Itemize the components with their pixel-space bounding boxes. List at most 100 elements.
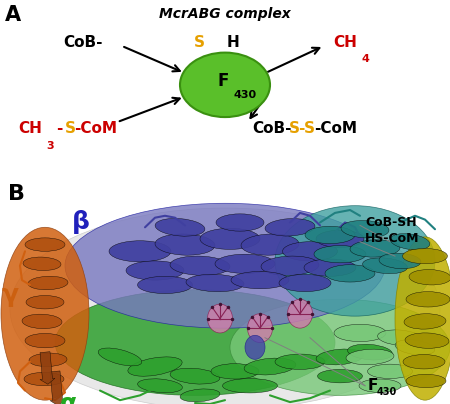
Ellipse shape (65, 203, 385, 328)
Ellipse shape (222, 379, 278, 393)
Ellipse shape (1, 227, 89, 400)
Ellipse shape (180, 389, 220, 402)
Ellipse shape (128, 357, 182, 376)
Text: S: S (194, 35, 205, 50)
Text: McrABG complex: McrABG complex (159, 7, 291, 21)
Ellipse shape (275, 354, 325, 369)
Ellipse shape (126, 261, 184, 280)
Ellipse shape (363, 258, 407, 274)
Text: CoB-SH: CoB-SH (365, 216, 417, 229)
Ellipse shape (409, 269, 450, 285)
Ellipse shape (245, 335, 265, 359)
Text: F: F (217, 72, 229, 90)
Ellipse shape (395, 237, 450, 400)
Ellipse shape (341, 221, 389, 238)
Ellipse shape (241, 234, 299, 255)
Text: CH: CH (333, 35, 357, 50)
Ellipse shape (98, 348, 142, 366)
Ellipse shape (170, 256, 230, 276)
Ellipse shape (261, 256, 319, 276)
Ellipse shape (25, 333, 65, 348)
Text: γ: γ (2, 282, 19, 307)
Text: 430: 430 (377, 387, 397, 396)
Ellipse shape (231, 271, 289, 289)
Ellipse shape (23, 257, 61, 271)
Text: HS-CoM: HS-CoM (365, 232, 419, 245)
Ellipse shape (325, 265, 375, 282)
Text: S: S (289, 122, 300, 137)
Ellipse shape (216, 214, 264, 231)
Ellipse shape (155, 234, 215, 255)
Text: -: - (56, 122, 63, 137)
Ellipse shape (318, 369, 363, 383)
Ellipse shape (265, 219, 315, 236)
Ellipse shape (155, 219, 205, 236)
Ellipse shape (405, 333, 449, 348)
Ellipse shape (138, 379, 182, 393)
Ellipse shape (406, 292, 450, 307)
Ellipse shape (207, 304, 233, 333)
Ellipse shape (368, 364, 413, 379)
Ellipse shape (402, 248, 447, 264)
Ellipse shape (316, 230, 364, 248)
Text: H: H (226, 35, 239, 50)
Text: S: S (304, 122, 315, 137)
Text: CH: CH (18, 122, 42, 137)
Ellipse shape (279, 274, 331, 292)
Text: CoB-: CoB- (63, 35, 103, 50)
Ellipse shape (359, 379, 401, 392)
Ellipse shape (314, 246, 366, 263)
Text: -CoM: -CoM (314, 122, 357, 137)
FancyArrow shape (40, 352, 55, 384)
Ellipse shape (26, 295, 64, 309)
Ellipse shape (170, 368, 220, 384)
Ellipse shape (24, 372, 64, 386)
Ellipse shape (406, 374, 446, 388)
Ellipse shape (316, 349, 364, 365)
Text: F: F (368, 378, 378, 393)
Ellipse shape (395, 340, 435, 355)
Ellipse shape (200, 228, 260, 249)
Ellipse shape (404, 314, 446, 329)
Ellipse shape (379, 253, 421, 269)
Ellipse shape (109, 241, 171, 262)
Ellipse shape (55, 290, 335, 396)
Ellipse shape (347, 344, 392, 360)
Ellipse shape (211, 364, 259, 379)
Ellipse shape (378, 330, 423, 345)
Text: 4: 4 (362, 55, 370, 64)
Text: 3: 3 (47, 141, 54, 151)
Ellipse shape (390, 234, 430, 250)
Text: B: B (8, 184, 25, 204)
Ellipse shape (283, 242, 338, 261)
FancyArrow shape (50, 371, 65, 404)
Ellipse shape (28, 276, 68, 290)
Ellipse shape (215, 254, 275, 274)
Ellipse shape (25, 238, 65, 251)
Ellipse shape (10, 208, 440, 404)
Ellipse shape (29, 353, 67, 366)
Ellipse shape (248, 314, 273, 343)
Ellipse shape (350, 240, 400, 257)
Text: α: α (60, 392, 77, 404)
Ellipse shape (244, 358, 296, 375)
Ellipse shape (305, 226, 355, 244)
Text: -: - (298, 122, 305, 137)
Ellipse shape (403, 355, 445, 369)
Ellipse shape (180, 53, 270, 117)
Text: S: S (65, 122, 76, 137)
Ellipse shape (138, 276, 193, 294)
Ellipse shape (275, 206, 435, 316)
Ellipse shape (334, 324, 386, 341)
Text: -CoM: -CoM (74, 122, 117, 137)
Ellipse shape (346, 349, 394, 365)
Ellipse shape (288, 299, 312, 328)
Text: β: β (72, 210, 90, 234)
Ellipse shape (304, 259, 356, 276)
Ellipse shape (186, 274, 244, 292)
Text: 430: 430 (234, 90, 257, 100)
Ellipse shape (22, 314, 62, 328)
Ellipse shape (230, 299, 450, 396)
Text: CoB-: CoB- (252, 122, 292, 137)
Text: A: A (4, 5, 21, 25)
